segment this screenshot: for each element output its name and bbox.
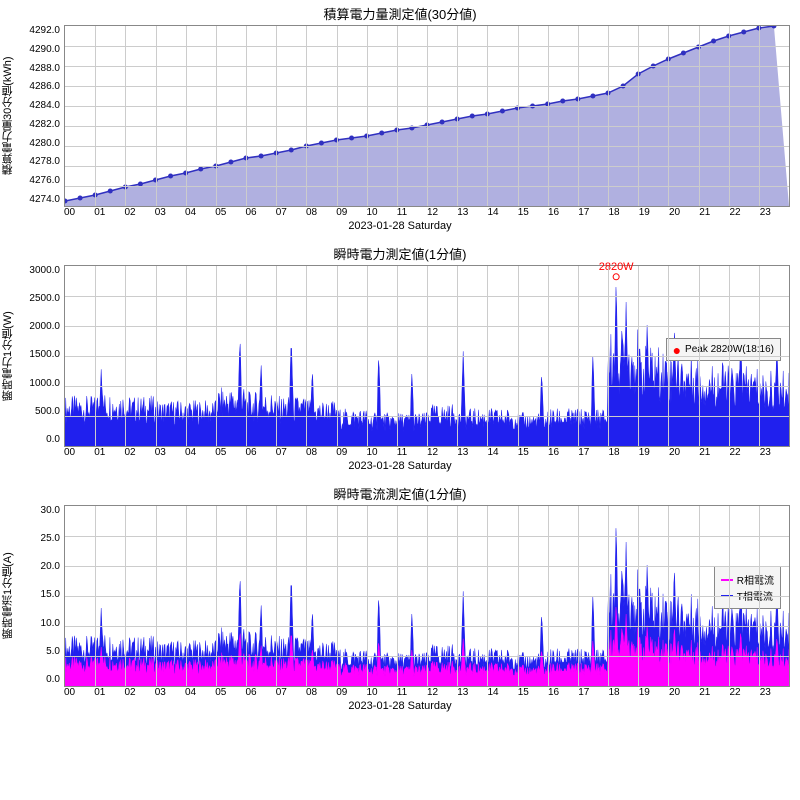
chart2-yaxis: 3000.02500.02000.01500.01000.0500.00.0 <box>16 265 64 445</box>
peak-annotation: 2820W <box>599 261 634 273</box>
chart3-xaxis: 0001020304050607080910111213141516171819… <box>64 687 790 698</box>
chart1-xaxis: 0001020304050607080910111213141516171819… <box>64 207 790 218</box>
peak-marker-icon: ● <box>673 345 681 355</box>
chart1-yaxis: 4292.04290.04288.04286.04284.04282.04280… <box>16 25 64 205</box>
chart1-ylabel: 積算電力量30分値(kWh) <box>0 25 16 207</box>
chart2-title: 瞬時電力測定値(1分値) <box>0 240 800 265</box>
chart2-xlabel: 2023-01-28 Saturday <box>0 458 800 480</box>
chart3-yaxis: 30.025.020.015.010.05.00.0 <box>16 505 64 685</box>
chart2-xaxis: 0001020304050607080910111213141516171819… <box>64 447 790 458</box>
chart2-plot: 2820W ● Peak 2820W(18:16) <box>64 265 790 447</box>
chart1-plot <box>64 25 790 207</box>
chart3-title: 瞬時電流測定値(1分値) <box>0 480 800 505</box>
instant-power-chart: 瞬時電力測定値(1分値) 瞬時電力1分値(W) 3000.02500.02000… <box>0 240 800 480</box>
chart1-title: 積算電力量測定値(30分値) <box>0 0 800 25</box>
instant-current-chart: 瞬時電流測定値(1分値) 瞬時電流1分値(A) 30.025.020.015.0… <box>0 480 800 720</box>
legend-label-r: R相電流 <box>737 572 774 587</box>
chart2-legend: ● Peak 2820W(18:16) <box>666 338 781 361</box>
chart3-plot: R相電流 T相電流 <box>64 505 790 687</box>
cumulative-energy-chart: 積算電力量測定値(30分値) 積算電力量30分値(kWh) 4292.04290… <box>0 0 800 240</box>
chart3-ylabel: 瞬時電流1分値(A) <box>0 505 16 687</box>
legend-swatch-r <box>721 579 733 581</box>
chart3-xlabel: 2023-01-28 Saturday <box>0 698 800 720</box>
chart3-legend: R相電流 T相電流 <box>714 566 781 609</box>
chart1-xlabel: 2023-01-28 Saturday <box>0 218 800 240</box>
chart2-ylabel: 瞬時電力1分値(W) <box>0 265 16 447</box>
